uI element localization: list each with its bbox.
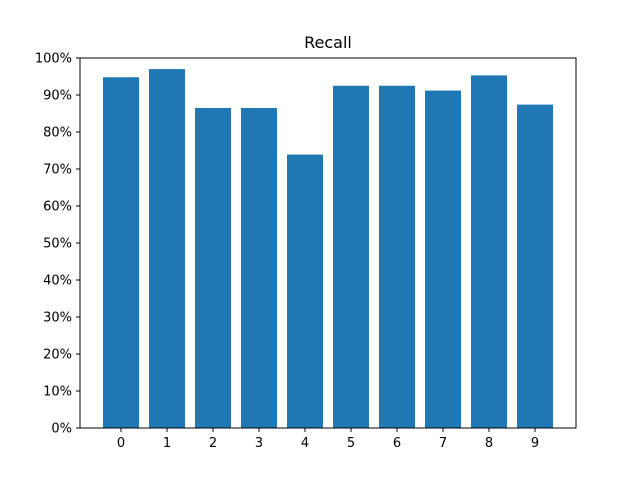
x-tick-label: 4	[301, 436, 309, 451]
x-axis: 0 1 2 3 4 5 6 7 8 9	[117, 428, 539, 451]
bar-8	[471, 75, 507, 428]
y-tick-label: 100%	[35, 52, 72, 67]
bar-3	[241, 107, 277, 428]
y-tick-label: 0%	[51, 422, 72, 437]
x-tick-label: 6	[393, 436, 401, 451]
y-tick-label: 40%	[43, 274, 72, 289]
bars-group	[103, 69, 553, 429]
bar-5	[333, 85, 369, 428]
y-axis: 0% 10% 20% 30% 40% 50% 60% 70% 80% 90% 100%	[35, 52, 80, 437]
y-tick-label: 50%	[43, 237, 72, 252]
bar-9	[517, 104, 553, 429]
bar-1	[149, 69, 185, 428]
y-tick-label: 20%	[43, 348, 72, 363]
y-tick-label: 80%	[43, 126, 72, 141]
bar-4	[287, 154, 323, 428]
bar-6	[379, 85, 415, 428]
x-tick-label: 1	[163, 436, 171, 451]
bar-0	[103, 77, 139, 429]
x-tick-label: 2	[209, 436, 217, 451]
x-tick-label: 8	[485, 436, 493, 451]
y-tick-label: 70%	[43, 163, 72, 178]
y-tick-label: 30%	[43, 311, 72, 326]
x-tick-label: 3	[255, 436, 263, 451]
x-tick-label: 5	[347, 436, 355, 451]
bar-2	[195, 107, 231, 428]
y-tick-label: 60%	[43, 200, 72, 215]
y-tick-label: 10%	[43, 385, 72, 400]
x-tick-label: 7	[439, 436, 447, 451]
x-tick-label: 0	[117, 436, 125, 451]
x-tick-label: 9	[531, 436, 539, 451]
chart-title: Recall	[304, 33, 352, 52]
y-tick-label: 90%	[43, 89, 72, 104]
bar-7	[425, 90, 461, 428]
